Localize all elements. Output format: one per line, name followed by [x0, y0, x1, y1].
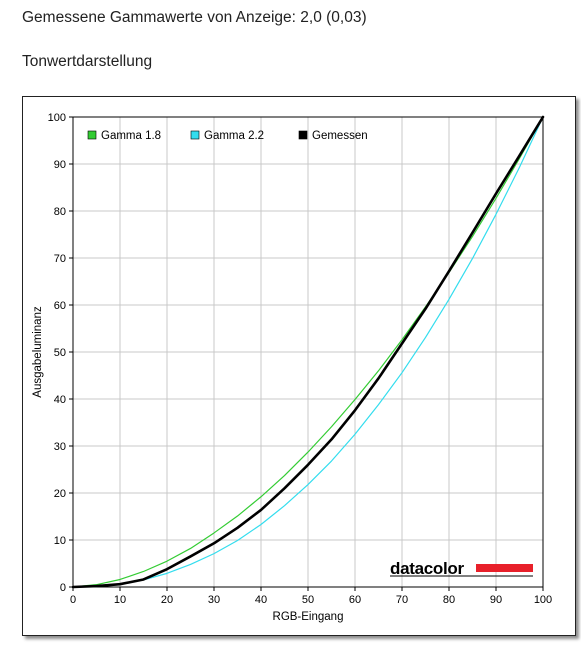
x-axis-title: RGB-Eingang	[273, 611, 344, 623]
y-tick-label: 70	[54, 253, 66, 265]
y-tick-label: 60	[54, 300, 66, 312]
y-tick-label: 20	[54, 488, 66, 500]
y-tick-label: 100	[48, 112, 66, 124]
y-tick-label: 10	[54, 535, 66, 547]
x-tick-label: 70	[396, 594, 408, 606]
axis-ticks: 0 10 20 30 40 50 60 70 80 90 100 0 10 20 30 40 50 60 70 80 9…	[48, 112, 553, 606]
legend-label: Gamma 2.2	[204, 130, 264, 142]
legend-swatch	[298, 130, 308, 140]
x-tick-label: 30	[208, 594, 220, 606]
legend: Gamma 1.8 Gamma 2.2 Gemessen	[87, 130, 368, 142]
x-tick-label: 0	[70, 594, 76, 606]
y-axis-title: Ausgabeluminanz	[32, 306, 44, 398]
y-tick-label: 40	[54, 394, 66, 406]
series-lines	[71, 115, 545, 589]
y-tick-label: 30	[54, 441, 66, 453]
legend-label: Gemessen	[312, 130, 368, 142]
page-title: Gemessene Gammawerte von Anzeige: 2,0 (0…	[22, 9, 367, 26]
logo-bar	[476, 564, 533, 572]
x-tick-label: 50	[302, 594, 314, 606]
series-line-gemessen	[71, 115, 545, 589]
y-tick-label: 80	[54, 206, 66, 218]
x-tick-label: 60	[349, 594, 361, 606]
grid	[73, 117, 543, 587]
y-tick-label: 50	[54, 347, 66, 359]
x-tick-label: 40	[255, 594, 267, 606]
series-line-gamma-1-8	[72, 116, 544, 588]
datacolor-logo: datacolor	[390, 559, 533, 578]
legend-label: Gamma 1.8	[101, 130, 161, 142]
legend-swatch	[87, 130, 97, 140]
y-tick-label: 0	[60, 582, 66, 594]
section-title: Tonwertdarstellung	[22, 53, 153, 70]
legend-swatch	[190, 130, 200, 140]
y-tick-label: 90	[54, 159, 66, 171]
x-tick-label: 100	[534, 594, 552, 606]
series-line-gamma-2-2	[72, 116, 544, 588]
tone-response-chart: 0 10 20 30 40 50 60 70 80 90 100 0 10 20 30 40 50 60 70 80 9…	[32, 112, 553, 623]
x-tick-label: 20	[161, 594, 173, 606]
x-tick-label: 10	[114, 594, 126, 606]
x-tick-label: 80	[443, 594, 455, 606]
logo-text: datacolor	[390, 559, 465, 578]
x-tick-label: 90	[490, 594, 502, 606]
chart-frame: 0 10 20 30 40 50 60 70 80 90 100 0 10 20 30 40 50 60 70 80 9…	[22, 96, 576, 636]
